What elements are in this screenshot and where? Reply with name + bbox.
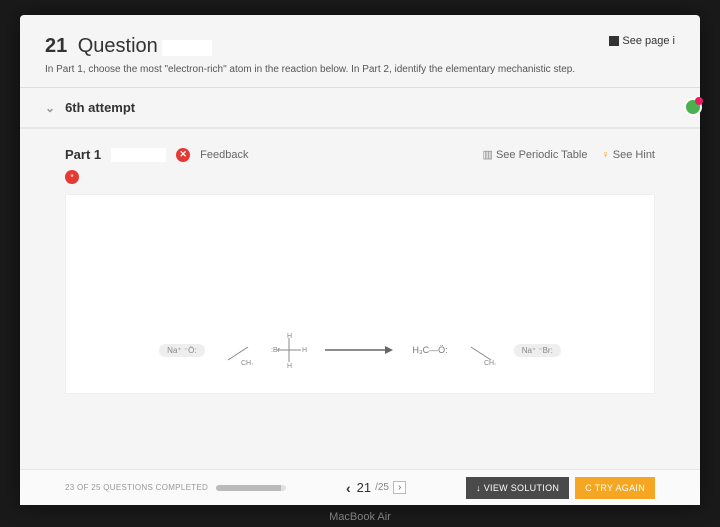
bulb-icon: ♀ [601, 149, 609, 161]
svg-text:H: H [287, 363, 292, 368]
question-word: Question [78, 35, 158, 57]
bond-structure: CH₃ [466, 335, 496, 365]
feedback-link[interactable]: Feedback [200, 149, 248, 161]
svg-text::Br: :Br [271, 347, 281, 354]
question-instruction: In Part 1, choose the most "electron-ric… [45, 64, 675, 75]
product-h3c-o[interactable]: H₃C—Ö: [413, 345, 448, 355]
attempt-label: 6th attempt [65, 100, 135, 115]
current-question: 21 [357, 480, 371, 495]
error-marker-icon: * [65, 170, 79, 184]
redaction [111, 148, 166, 162]
view-solution-button[interactable]: ↓ VIEW SOLUTION [466, 477, 569, 499]
status-indicator-icon [684, 98, 702, 116]
periodic-table-link[interactable]: ▥ See Periodic Table [482, 148, 587, 161]
carbon-center: H H H :Br [271, 332, 307, 368]
device-label: MacBook Air [20, 511, 700, 523]
next-button[interactable]: › [393, 481, 406, 494]
question-nav: ‹ 21/25 › [346, 480, 406, 496]
chevron-down-icon: ⌄ [45, 101, 55, 115]
attempt-toggle[interactable]: ⌄ 6th attempt [20, 88, 700, 129]
svg-text:CH₃: CH₃ [484, 360, 496, 365]
svg-text:H: H [302, 347, 307, 354]
progress-bar [216, 485, 286, 491]
try-again-button[interactable]: C TRY AGAIN [575, 477, 655, 499]
svg-text:H: H [287, 333, 292, 340]
reactant-na-o[interactable]: Na⁺ ⁻Ö: [159, 344, 204, 357]
question-number: 21 [45, 35, 67, 57]
see-page-link[interactable]: See page i [609, 35, 675, 47]
reaction-canvas[interactable]: Na⁺ ⁻Ö: CH₃ H H H :Br H₃C—Ö: CH₃ Na⁺ ⁻Br: [65, 194, 655, 394]
part-label: Part 1 [65, 147, 101, 162]
table-icon: ▥ [482, 149, 492, 161]
feedback-icon[interactable]: ✕ [176, 148, 190, 162]
hint-link[interactable]: ♀ See Hint [601, 149, 655, 161]
arrow-icon [325, 345, 395, 355]
svg-text:CH₃: CH₃ [241, 360, 253, 365]
footer-bar: 23 OF 25 QUESTIONS COMPLETED ‹ 21/25 › ↓… [20, 469, 700, 505]
total-questions: /25 [375, 482, 389, 493]
prev-button[interactable]: ‹ [346, 480, 351, 496]
book-icon [609, 36, 619, 46]
bond-structure: CH₃ [223, 335, 253, 365]
product-na-br[interactable]: Na⁺ ⁻Br: [514, 344, 561, 357]
progress-text: 23 OF 25 QUESTIONS COMPLETED [65, 483, 208, 492]
question-header: 21 Question See page i In Part 1, choose… [20, 15, 700, 88]
chemical-reaction: Na⁺ ⁻Ö: CH₃ H H H :Br H₃C—Ö: CH₃ Na⁺ ⁻Br: [159, 332, 561, 368]
redaction [162, 40, 212, 56]
